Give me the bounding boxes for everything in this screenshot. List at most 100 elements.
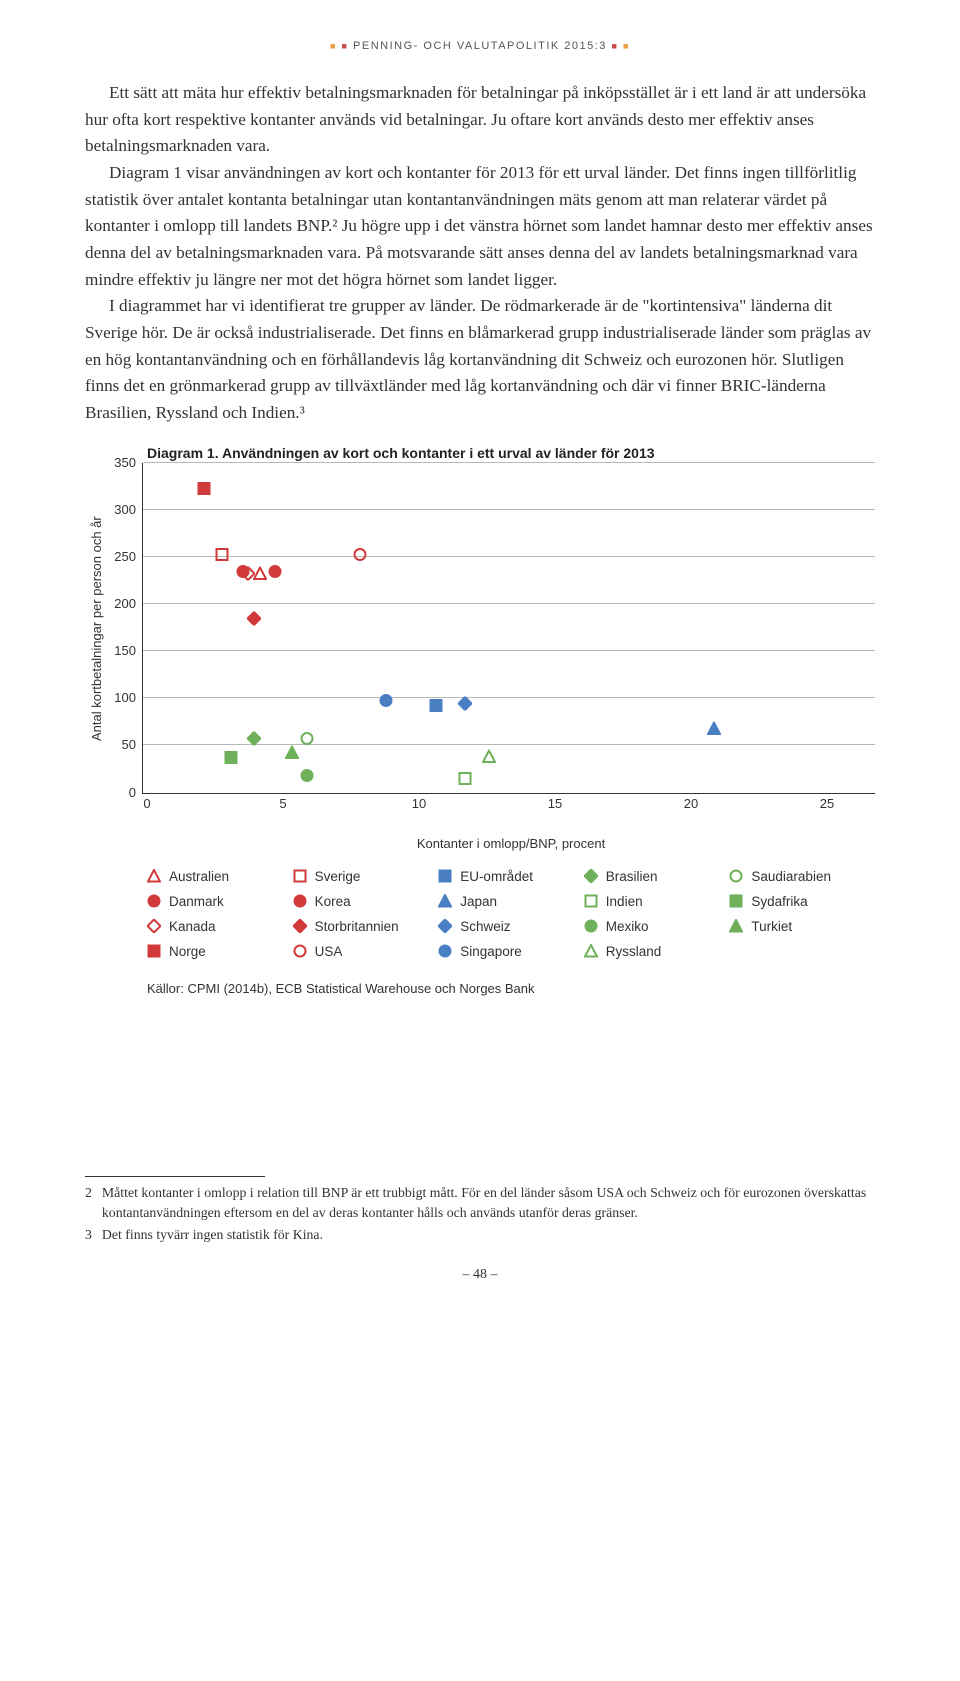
header-square-left2: ■ (623, 41, 630, 51)
chart-point (458, 772, 472, 791)
legend-label: Turkiet (751, 919, 792, 934)
legend-marker-icon (438, 869, 452, 883)
legend-item: Ryssland (584, 944, 730, 959)
footnote-2-num: 2 (85, 1183, 92, 1223)
chart-title: Diagram 1. Användningen av kort och kont… (147, 445, 875, 461)
legend-marker-icon (438, 944, 452, 958)
legend-label: Saudiarabien (751, 869, 831, 884)
legend-label: Sverige (315, 869, 361, 884)
footnote-3-text: Det finns tyvärr ingen statistik för Kin… (102, 1225, 323, 1245)
legend-marker-icon (584, 894, 598, 908)
chart-point (300, 731, 314, 750)
legend-label: Ryssland (606, 944, 662, 959)
chart-ylabel: Antal kortbetalningar per person och år (85, 463, 104, 794)
legend-marker-icon (147, 894, 161, 908)
chart-point (379, 693, 393, 712)
chart-point (285, 745, 299, 764)
legend-item: Norge (147, 944, 293, 959)
legend-item: Sydafrika (729, 894, 875, 909)
chart-point (197, 481, 211, 500)
legend-item: Storbritannien (293, 919, 439, 934)
legend-item: Brasilien (584, 869, 730, 884)
legend-item: Korea (293, 894, 439, 909)
legend-label: Mexiko (606, 919, 649, 934)
page-number: – 48 – (85, 1267, 875, 1283)
legend-marker-icon (293, 944, 307, 958)
footnote-2-text: Måttet kontanter i omlopp i relation til… (102, 1183, 875, 1223)
para-2: Diagram 1 visar användningen av kort och… (85, 163, 873, 289)
body-paragraphs: Ett sätt att mäta hur effektiv betalning… (85, 80, 875, 427)
legend-label: Storbritannien (315, 919, 399, 934)
footnote-3-num: 3 (85, 1225, 92, 1245)
legend-label: USA (315, 944, 343, 959)
header-square-left: ■ (330, 41, 337, 51)
legend-marker-icon (584, 919, 598, 933)
legend-marker-icon (147, 869, 161, 883)
legend-item: EU-området (438, 869, 584, 884)
legend-item: Japan (438, 894, 584, 909)
legend-label: Danmark (169, 894, 224, 909)
diagram-1: Diagram 1. Användningen av kort och kont… (85, 445, 875, 996)
legend-label: Sydafrika (751, 894, 807, 909)
legend-label: Singapore (460, 944, 522, 959)
chart-xticks: 0510152025 (147, 796, 827, 816)
chart-legend: Australien Sverige EU-området Brasilien Saud… (147, 869, 875, 959)
legend-marker-icon (584, 869, 598, 883)
legend-marker-icon (438, 919, 452, 933)
chart-point (241, 566, 255, 585)
legend-marker-icon (293, 869, 307, 883)
legend-marker-icon (584, 944, 598, 958)
legend-item: Turkiet (729, 919, 875, 934)
chart-point (224, 750, 238, 769)
legend-item: Schweiz (438, 919, 584, 934)
footnotes: 2 Måttet kontanter i omlopp i relation t… (85, 1183, 875, 1245)
header-square-right: ■ (342, 41, 349, 51)
chart-point (458, 696, 472, 715)
legend-marker-icon (438, 894, 452, 908)
legend-label: EU-området (460, 869, 533, 884)
legend-label: Kanada (169, 919, 216, 934)
legend-label: Schweiz (460, 919, 510, 934)
legend-item: Singapore (438, 944, 584, 959)
chart-point (247, 611, 261, 630)
legend-marker-icon (147, 919, 161, 933)
legend-item: Kanada (147, 919, 293, 934)
chart-source: Källor: CPMI (2014b), ECB Statistical Wa… (147, 981, 875, 996)
legend-label: Japan (460, 894, 497, 909)
legend-marker-icon (147, 944, 161, 958)
chart-point (300, 769, 314, 788)
running-header: ■ ■ PENNING- OCH VALUTAPOLITIK 2015:3 ■ … (85, 40, 875, 52)
chart-plot-area (142, 463, 875, 794)
legend-item: Danmark (147, 894, 293, 909)
footnote-separator (85, 1176, 265, 1177)
legend-item: Indien (584, 894, 730, 909)
chart-point (268, 564, 282, 583)
legend-label: Norge (169, 944, 206, 959)
chart-point (353, 547, 367, 566)
para-3: I diagrammet har vi identifierat tre gru… (85, 296, 871, 422)
chart-point (707, 722, 721, 741)
chart-yticks: 350300250200150100500 (104, 463, 142, 793)
header-text: PENNING- OCH VALUTAPOLITIK 2015:3 (353, 40, 607, 52)
legend-label: Brasilien (606, 869, 658, 884)
legend-label: Australien (169, 869, 229, 884)
legend-marker-icon (729, 919, 743, 933)
legend-marker-icon (729, 869, 743, 883)
chart-xlabel: Kontanter i omlopp/BNP, procent (147, 836, 875, 851)
legend-item: USA (293, 944, 439, 959)
legend-marker-icon (293, 919, 307, 933)
legend-item: Saudiarabien (729, 869, 875, 884)
chart-point (247, 731, 261, 750)
legend-item: Australien (147, 869, 293, 884)
para-1: Ett sätt att mäta hur effektiv betalning… (85, 83, 866, 155)
legend-label: Korea (315, 894, 351, 909)
chart-point (215, 547, 229, 566)
legend-marker-icon (293, 894, 307, 908)
chart-point (429, 698, 443, 717)
chart-point (482, 749, 496, 768)
header-square-right2: ■ (612, 41, 619, 51)
legend-label: Indien (606, 894, 643, 909)
legend-marker-icon (729, 894, 743, 908)
legend-item: Mexiko (584, 919, 730, 934)
legend-item: Sverige (293, 869, 439, 884)
